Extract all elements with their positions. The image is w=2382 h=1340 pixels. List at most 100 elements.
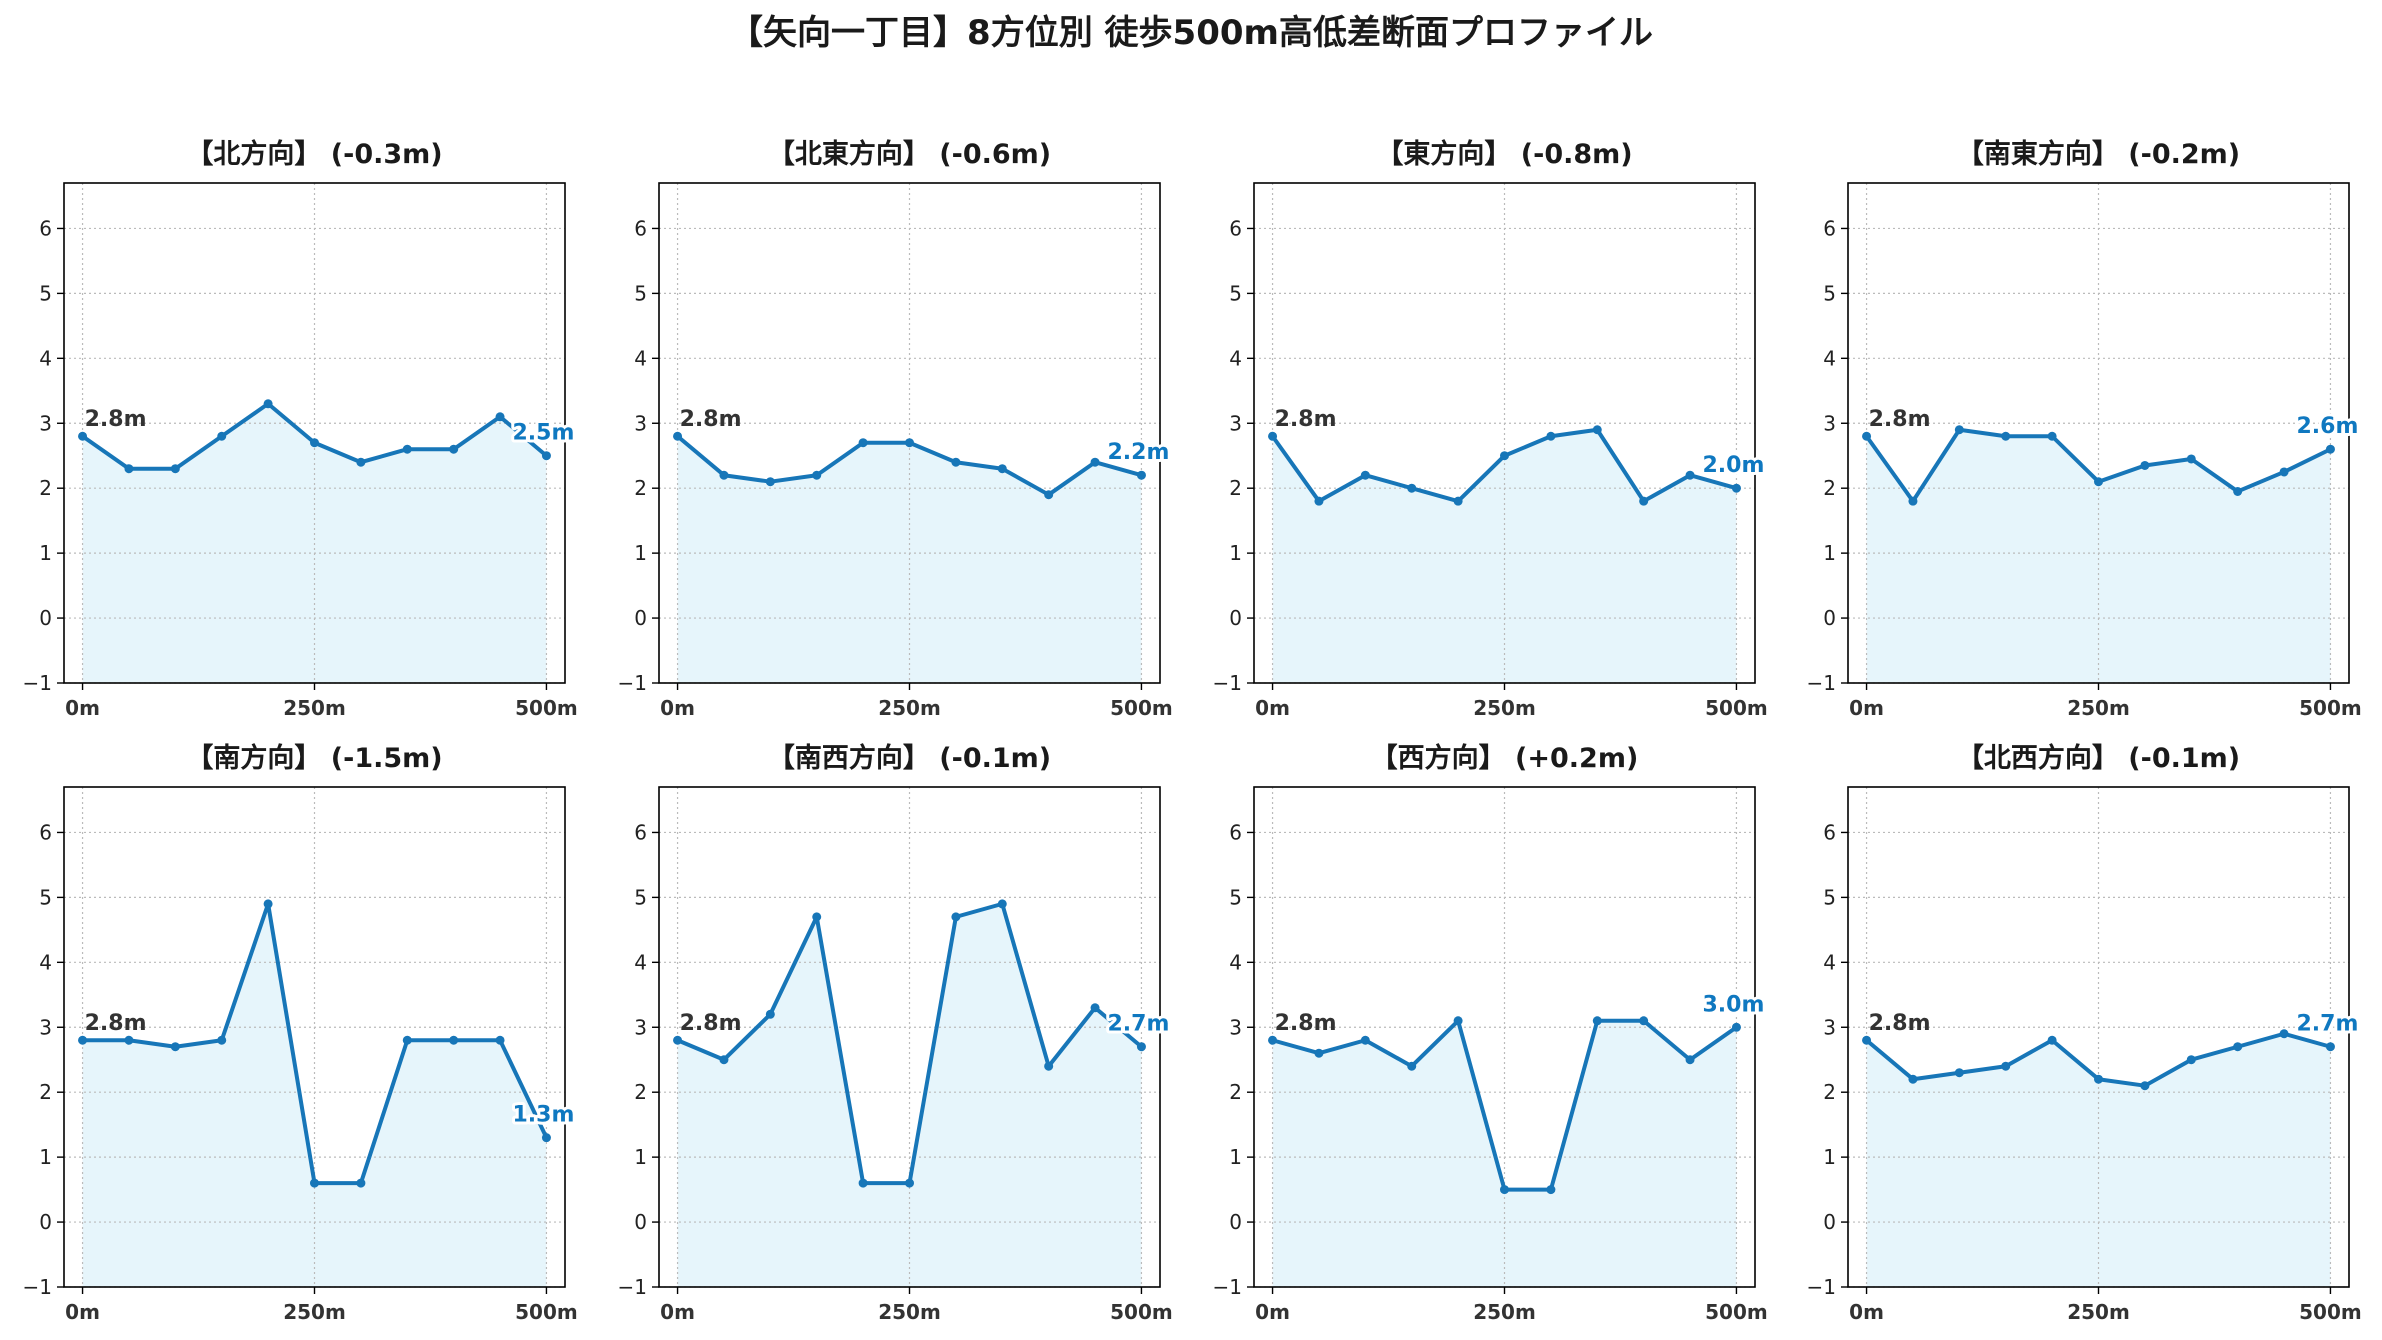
elevation-area — [1272, 1020, 1737, 1287]
y-tick-label: 4 — [1823, 346, 1836, 370]
profile-panel: 【南西方向】 (-0.1m) −1 0 1 2 3 4 5 6 0m 250m 500m 2.8m 2.7… — [618, 742, 1173, 1324]
elevation-area — [82, 903, 547, 1287]
y-tick-label: 2 — [634, 1080, 647, 1104]
y-tick-label: 0 — [634, 1210, 647, 1234]
data-point — [1862, 431, 1872, 441]
data-point — [905, 1178, 914, 1188]
data-point — [673, 431, 683, 441]
y-tick-label: 0 — [1823, 1210, 1836, 1234]
y-tick-label: 4 — [634, 950, 647, 974]
data-point — [1453, 1016, 1463, 1026]
start-elevation-label: 2.8m — [680, 1011, 742, 1036]
y-tick-label: 0 — [39, 606, 52, 630]
y-tick-label: 5 — [634, 281, 647, 305]
profile-panel: 【北西方向】 (-0.1m) −1 0 1 2 3 4 5 6 0m 250m 500m 2.8m 2.7… — [1807, 742, 2362, 1324]
data-point — [356, 457, 366, 467]
y-tick-label: 5 — [39, 281, 52, 305]
panel-title: 【北西方向】 (-0.1m) — [1957, 742, 2240, 774]
data-point — [1546, 1185, 1556, 1195]
data-point — [124, 1035, 134, 1045]
x-tick-label: 500m — [1110, 696, 1173, 720]
start-elevation-label: 2.8m — [1275, 407, 1337, 432]
data-point — [1360, 470, 1370, 480]
data-point — [1314, 1048, 1324, 1058]
data-point — [2047, 431, 2057, 441]
x-tick-label: 0m — [1255, 1300, 1290, 1324]
data-point — [1407, 1061, 1417, 1071]
y-tick-label: 2 — [39, 1080, 52, 1104]
start-elevation-label: 2.8m — [1869, 407, 1931, 432]
x-tick-label: 0m — [660, 696, 695, 720]
data-point — [2001, 431, 2011, 441]
profile-panel: 【東方向】 (-0.8m) −1 0 1 2 3 4 5 6 0m 250m 500m 2.8m 2.0m — [1213, 138, 1768, 720]
panel-title: 【北方向】 (-0.3m) — [186, 138, 442, 170]
profile-panel: 【南方向】 (-1.5m) −1 0 1 2 3 4 5 6 0m 250m 500m 2.8m 1.3m — [23, 742, 578, 1324]
y-tick-label: −1 — [618, 671, 647, 695]
data-point — [310, 1178, 319, 1188]
data-point — [719, 1055, 729, 1065]
x-tick-label: 0m — [65, 1300, 100, 1324]
data-point — [1908, 1074, 1918, 1084]
x-tick-label: 500m — [2299, 1300, 2362, 1324]
data-point — [1592, 1016, 1602, 1026]
start-elevation-label: 2.8m — [85, 407, 147, 432]
data-point — [905, 438, 914, 448]
data-point — [170, 464, 180, 474]
y-tick-label: 6 — [1823, 820, 1836, 844]
data-point — [495, 412, 505, 422]
y-tick-label: −1 — [618, 1275, 647, 1299]
elevation-area — [1272, 429, 1737, 683]
y-tick-label: −1 — [23, 1275, 52, 1299]
data-point — [2140, 460, 2150, 470]
data-point — [2186, 1055, 2196, 1065]
data-point — [78, 431, 88, 441]
elevation-area — [1866, 1033, 2331, 1287]
x-tick-label: 0m — [1849, 1300, 1884, 1324]
profile-panel: 【西方向】 (+0.2m) −1 0 1 2 3 4 5 6 0m 250m 500m 2.8m 3.0m — [1213, 742, 1768, 1324]
y-tick-label: 4 — [1823, 950, 1836, 974]
data-point — [812, 912, 822, 922]
x-tick-label: 250m — [1473, 696, 1536, 720]
data-point — [217, 1035, 227, 1045]
data-point — [1044, 1061, 1054, 1071]
data-point — [217, 431, 227, 441]
y-tick-label: 4 — [1229, 346, 1242, 370]
y-tick-label: 0 — [39, 1210, 52, 1234]
x-tick-label: 500m — [515, 696, 578, 720]
data-point — [170, 1042, 180, 1052]
x-tick-label: 500m — [1110, 1300, 1173, 1324]
figure-title: 【矢向一丁目】8方位別 徒歩500m高低差断面プロファイル — [729, 13, 1653, 53]
y-tick-label: 0 — [1823, 606, 1836, 630]
data-point — [2140, 1081, 2150, 1091]
x-tick-label: 250m — [878, 1300, 941, 1324]
y-tick-label: 2 — [1229, 1080, 1242, 1104]
data-point — [1731, 483, 1741, 493]
elevation-area — [677, 903, 1142, 1287]
x-tick-label: 0m — [1849, 696, 1884, 720]
x-tick-label: 250m — [1473, 1300, 1536, 1324]
x-tick-label: 0m — [1255, 696, 1290, 720]
y-tick-label: 1 — [634, 1145, 647, 1169]
y-tick-label: 5 — [1823, 885, 1836, 909]
y-tick-label: 0 — [634, 606, 647, 630]
data-point — [78, 1035, 88, 1045]
data-point — [1954, 1068, 1964, 1078]
data-point — [1360, 1035, 1370, 1045]
data-point — [1500, 1185, 1509, 1195]
panel-title: 【南方向】 (-1.5m) — [186, 742, 442, 774]
data-point — [1500, 451, 1509, 461]
data-point — [124, 464, 134, 474]
data-point — [1592, 425, 1602, 435]
y-tick-label: −1 — [1807, 671, 1836, 695]
data-point — [2001, 1061, 2011, 1071]
data-point — [2233, 486, 2243, 496]
x-tick-label: 250m — [283, 1300, 346, 1324]
data-point — [1954, 425, 1964, 435]
data-point — [263, 399, 273, 409]
data-point — [1685, 1055, 1695, 1065]
data-point — [2325, 1042, 2335, 1052]
data-point — [2186, 454, 2196, 464]
data-point — [2279, 1029, 2289, 1039]
